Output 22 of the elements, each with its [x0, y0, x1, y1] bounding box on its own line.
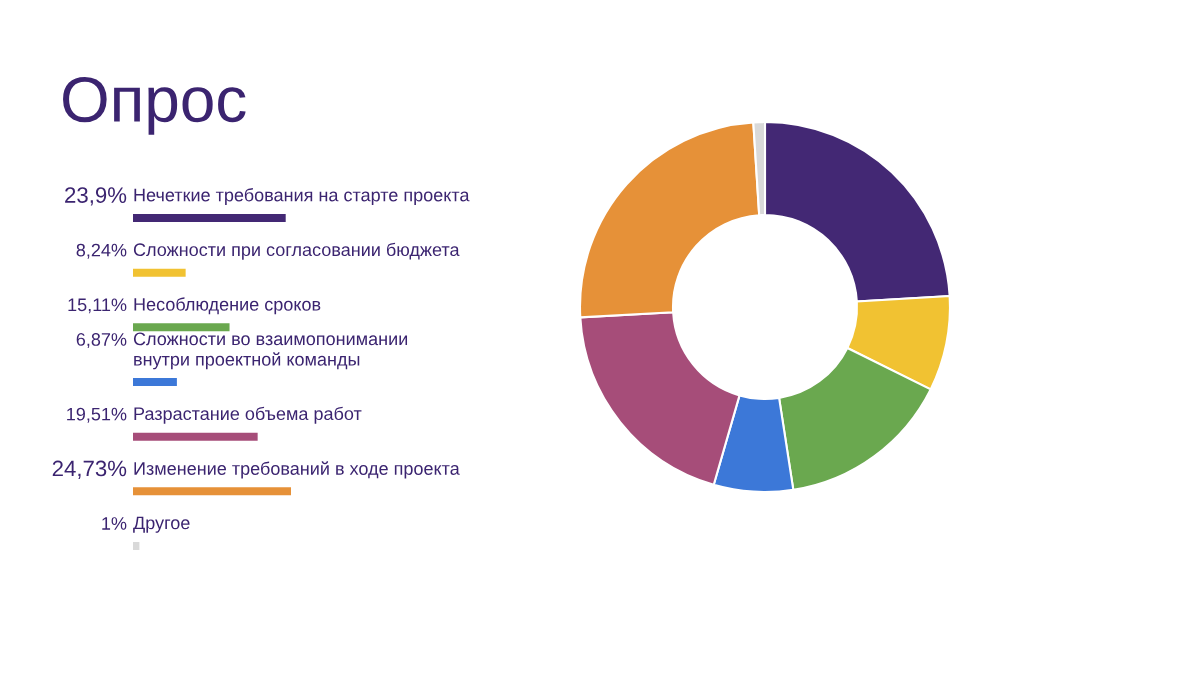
data-label: 19,51%: [67, 407, 127, 423]
y-tick-label: Несоблюдение сроков: [134, 297, 321, 315]
data-label: 1%: [102, 517, 127, 530]
data-label: 6,87%: [76, 333, 127, 348]
data-label: 23,9%: [65, 187, 127, 206]
bar: [133, 432, 258, 441]
y-tick-label: Сложности во взаимопонимании внутри проектной команды: [133, 332, 408, 370]
data-label: 15,11%: [68, 298, 127, 314]
bar: [133, 214, 286, 222]
y-tick-label: Изменение требований в ходе проекта: [134, 461, 460, 479]
data-label: 8,24%: [76, 243, 127, 259]
bar: [133, 378, 177, 386]
y-tick-label: Сложности при согласовании бюджета: [133, 242, 460, 260]
bar: [133, 542, 140, 550]
y-tick-label: Другое: [133, 516, 190, 533]
chart-title: Опрос: [63, 76, 246, 135]
bar: [133, 268, 186, 277]
y-tick-label: Разрастание объема работ: [134, 406, 362, 424]
bar: [133, 323, 230, 332]
data-label: 24,73%: [52, 460, 127, 479]
bar: [133, 487, 291, 496]
y-tick-label: Нечеткие требования на старте проекта: [134, 188, 470, 205]
